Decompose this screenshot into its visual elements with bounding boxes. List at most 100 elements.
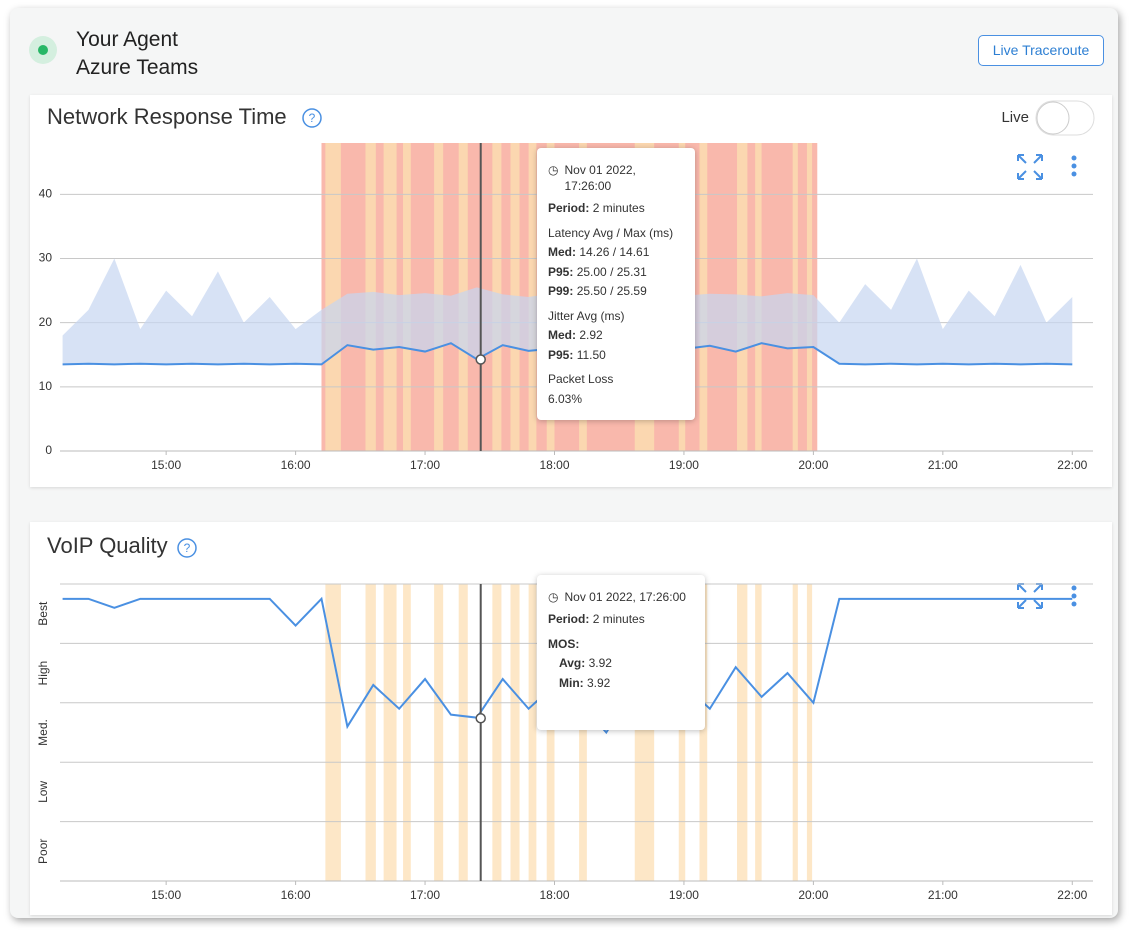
alert-band (325, 143, 341, 451)
clock-icon: ◷ (548, 163, 559, 177)
expand-icon[interactable] (1017, 154, 1043, 180)
tooltip-time: ◷ Nov 01 2022, 17:26:00 (548, 589, 695, 605)
row-value: 3.92 (587, 675, 611, 690)
x-tick-label: 17:00 (410, 888, 440, 902)
y-tick-label: 30 (39, 251, 53, 265)
voip-chart: VoIP Quality ? Poor Low Med. High Best 15:00 1… (36, 533, 1093, 902)
alert-band (678, 584, 686, 881)
y-tick-label: 40 (39, 187, 53, 201)
tooltip-heading: MOS: (548, 636, 580, 651)
y-tick-label: Med. (36, 719, 50, 746)
alert-band (365, 584, 376, 881)
x-tick-label: 21:00 (928, 888, 958, 902)
tooltip-heading: Latency Avg / Max (ms) (548, 225, 674, 240)
tooltip-row: Period: 2 minutes (548, 610, 695, 630)
alert-band (383, 584, 397, 881)
y-tick-label: High (36, 661, 50, 686)
app-name: Azure Teams (76, 56, 199, 79)
row-label: Med: (548, 245, 576, 259)
help-icon[interactable]: ? (302, 108, 322, 128)
live-traceroute-button[interactable]: Live Traceroute (978, 35, 1104, 66)
x-tick-label: 15:00 (151, 888, 181, 902)
menu-icon[interactable] (1071, 585, 1077, 607)
live-label: Live (1001, 109, 1029, 126)
alert-band (579, 584, 587, 881)
tooltip-time: ◷ Nov 01 2022, 17:26:00 (548, 162, 685, 194)
x-tick-label: 19:00 (669, 888, 699, 902)
help-icon[interactable]: ? (177, 538, 197, 558)
alert-band (699, 584, 708, 881)
row-label: Period: (548, 201, 590, 215)
time-text: Nov 01 2022, 17:26:00 (564, 590, 686, 604)
x-tick-label: 18:00 (539, 888, 569, 902)
svg-text:?: ? (184, 541, 191, 555)
x-tick-label: 17:00 (410, 458, 440, 472)
time-text: Nov 01 2022, 17:26:00 (564, 163, 636, 193)
tooltip-heading: Packet Loss (548, 372, 614, 386)
row-value: 11.50 (576, 347, 606, 362)
alert-band (492, 584, 502, 881)
row-value: 2 minutes (592, 612, 645, 626)
row-value: 2 minutes (592, 201, 645, 215)
alert-band (546, 584, 555, 881)
alert-band (755, 584, 762, 881)
y-tick-label: 10 (39, 379, 53, 393)
tooltip-row: 6.03% (548, 390, 685, 410)
row-value: 14.26 / 14.61 (579, 245, 650, 259)
row-value: 6.03% (548, 391, 583, 406)
x-tick-label: 18:00 (539, 458, 569, 472)
row-value: 25.50 / 25.59 (576, 284, 647, 298)
tooltip-row: P99: 25.50 / 25.59 (548, 282, 685, 302)
expand-icon[interactable] (1017, 583, 1043, 609)
alert-band (434, 584, 444, 881)
tooltip-row: P95: 25.00 / 25.31 (548, 263, 685, 283)
row-label: P95: (548, 347, 574, 362)
x-tick-label: 16:00 (281, 458, 311, 472)
row-label: Med: (548, 328, 576, 342)
x-tick-label: 22:00 (1057, 888, 1087, 902)
row-label: Period: (548, 612, 590, 626)
live-toggle[interactable] (1035, 100, 1095, 136)
x-tick-label: 20:00 (798, 888, 828, 902)
alert-band (806, 584, 813, 881)
alert-band (403, 584, 411, 881)
clock-icon: ◷ (548, 590, 559, 604)
x-tick-label: 20:00 (798, 458, 828, 472)
tooltip-row: Min: 3.92 (548, 674, 695, 694)
tooltip-row: Med: 14.26 / 14.61 (548, 243, 685, 263)
alert-band (458, 584, 468, 881)
cursor-point (475, 354, 486, 365)
tooltip-row: P95: 11.50 (548, 346, 685, 366)
tooltip-row: Avg: 3.92 (548, 654, 695, 674)
y-tick-label: Best (36, 601, 50, 626)
x-tick-label: 16:00 (281, 888, 311, 902)
status-icon (29, 36, 57, 64)
row-label: Min: (559, 675, 584, 690)
y-tick-label: 0 (45, 443, 52, 457)
chart-title: VoIP Quality (47, 533, 168, 558)
tooltip: ◷ Nov 01 2022, 17:26:00 Period: 2 minutes M… (537, 575, 705, 730)
tooltip-heading: Jitter Avg (ms) (548, 308, 625, 323)
alert-band (510, 584, 520, 881)
x-tick-label: 21:00 (928, 458, 958, 472)
x-tick-label: 15:00 (151, 458, 181, 472)
alert-band (528, 584, 537, 881)
menu-icon[interactable] (1071, 155, 1077, 177)
svg-text:?: ? (309, 111, 316, 125)
alert-band (737, 584, 748, 881)
tooltip-row: Period: 2 minutes (548, 199, 685, 219)
y-tick-label: Low (36, 781, 50, 803)
x-tick-label: 19:00 (669, 458, 699, 472)
tooltip-row: Med: 2.92 (548, 326, 685, 346)
row-value: 3.92 (588, 656, 612, 670)
row-label: P95: (548, 264, 574, 279)
plot: Poor Low Med. High Best 15:00 16:00 17:00 18:00 1… (36, 583, 1093, 902)
chart-title: Network Response Time (47, 104, 287, 129)
row-value: 2.92 (579, 328, 603, 342)
x-tick-label: 22:00 (1057, 458, 1087, 472)
row-label: Avg: (559, 656, 586, 670)
agent-name: Your Agent (76, 28, 178, 51)
row-label: P99: (548, 284, 574, 298)
alert-band (325, 584, 341, 881)
cursor-point (475, 712, 486, 724)
